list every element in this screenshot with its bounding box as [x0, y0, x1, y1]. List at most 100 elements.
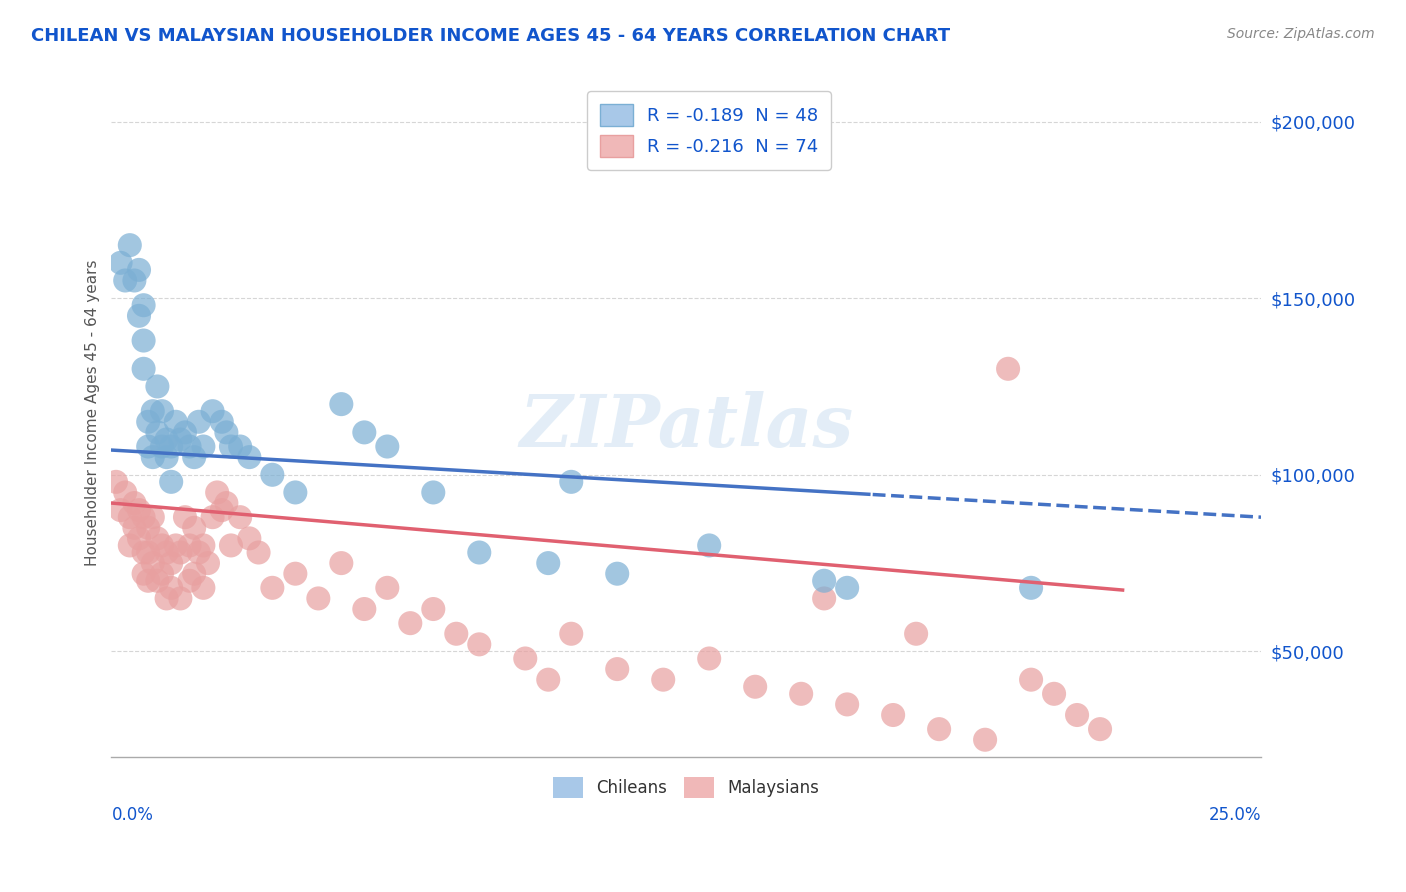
Text: CHILEAN VS MALAYSIAN HOUSEHOLDER INCOME AGES 45 - 64 YEARS CORRELATION CHART: CHILEAN VS MALAYSIAN HOUSEHOLDER INCOME …	[31, 27, 950, 45]
Point	[110, 256, 132, 270]
Point	[146, 425, 169, 440]
Point	[997, 361, 1019, 376]
Point	[744, 680, 766, 694]
Point	[114, 485, 136, 500]
Text: 25.0%: 25.0%	[1209, 805, 1261, 823]
Text: 0.0%: 0.0%	[111, 805, 153, 823]
Point	[128, 263, 150, 277]
Point	[160, 556, 183, 570]
Point	[247, 545, 270, 559]
Point	[160, 581, 183, 595]
Point	[160, 475, 183, 489]
Point	[560, 475, 582, 489]
Point	[284, 566, 307, 581]
Point	[179, 538, 201, 552]
Point	[238, 532, 260, 546]
Point	[136, 521, 159, 535]
Point	[169, 433, 191, 447]
Point	[201, 404, 224, 418]
Point	[284, 485, 307, 500]
Point	[142, 510, 165, 524]
Point	[136, 415, 159, 429]
Point	[307, 591, 329, 606]
Point	[205, 485, 228, 500]
Point	[215, 496, 238, 510]
Point	[211, 415, 233, 429]
Point	[187, 415, 209, 429]
Point	[142, 556, 165, 570]
Point	[174, 425, 197, 440]
Point	[142, 450, 165, 464]
Text: ZIPatlas: ZIPatlas	[519, 392, 853, 462]
Point	[114, 273, 136, 287]
Point	[262, 467, 284, 482]
Point	[928, 722, 950, 736]
Point	[468, 637, 491, 651]
Point	[422, 602, 444, 616]
Point	[193, 581, 215, 595]
Point	[132, 510, 155, 524]
Text: Source: ZipAtlas.com: Source: ZipAtlas.com	[1227, 27, 1375, 41]
Point	[183, 450, 205, 464]
Point	[169, 591, 191, 606]
Point	[330, 556, 353, 570]
Point	[837, 581, 859, 595]
Point	[132, 545, 155, 559]
Point	[446, 626, 468, 640]
Point	[169, 545, 191, 559]
Point	[150, 566, 173, 581]
Point	[183, 521, 205, 535]
Point	[813, 574, 835, 588]
Point	[187, 545, 209, 559]
Point	[330, 397, 353, 411]
Point	[813, 591, 835, 606]
Point	[399, 616, 422, 631]
Point	[219, 538, 242, 552]
Point	[118, 538, 141, 552]
Point	[1043, 687, 1066, 701]
Point	[128, 309, 150, 323]
Point	[146, 532, 169, 546]
Point	[375, 581, 398, 595]
Point	[155, 433, 177, 447]
Point	[150, 440, 173, 454]
Point	[146, 379, 169, 393]
Point	[136, 440, 159, 454]
Point	[179, 440, 201, 454]
Point	[219, 440, 242, 454]
Point	[132, 361, 155, 376]
Point	[974, 732, 997, 747]
Point	[165, 538, 187, 552]
Point	[262, 581, 284, 595]
Point	[537, 556, 560, 570]
Point	[136, 545, 159, 559]
Point	[132, 334, 155, 348]
Legend: Chileans, Malaysians: Chileans, Malaysians	[547, 771, 825, 805]
Point	[136, 574, 159, 588]
Point	[353, 602, 375, 616]
Point	[183, 566, 205, 581]
Point	[197, 556, 219, 570]
Point	[697, 651, 720, 665]
Point	[201, 510, 224, 524]
Point	[124, 521, 146, 535]
Point	[215, 425, 238, 440]
Point	[697, 538, 720, 552]
Point	[155, 450, 177, 464]
Point	[146, 574, 169, 588]
Point	[132, 298, 155, 312]
Point	[905, 626, 928, 640]
Point	[124, 496, 146, 510]
Point	[174, 510, 197, 524]
Point	[606, 566, 628, 581]
Point	[837, 698, 859, 712]
Point	[537, 673, 560, 687]
Point	[150, 538, 173, 552]
Point	[1019, 581, 1042, 595]
Point	[193, 440, 215, 454]
Point	[375, 440, 398, 454]
Point	[110, 503, 132, 517]
Point	[1088, 722, 1111, 736]
Point	[229, 510, 252, 524]
Point	[211, 503, 233, 517]
